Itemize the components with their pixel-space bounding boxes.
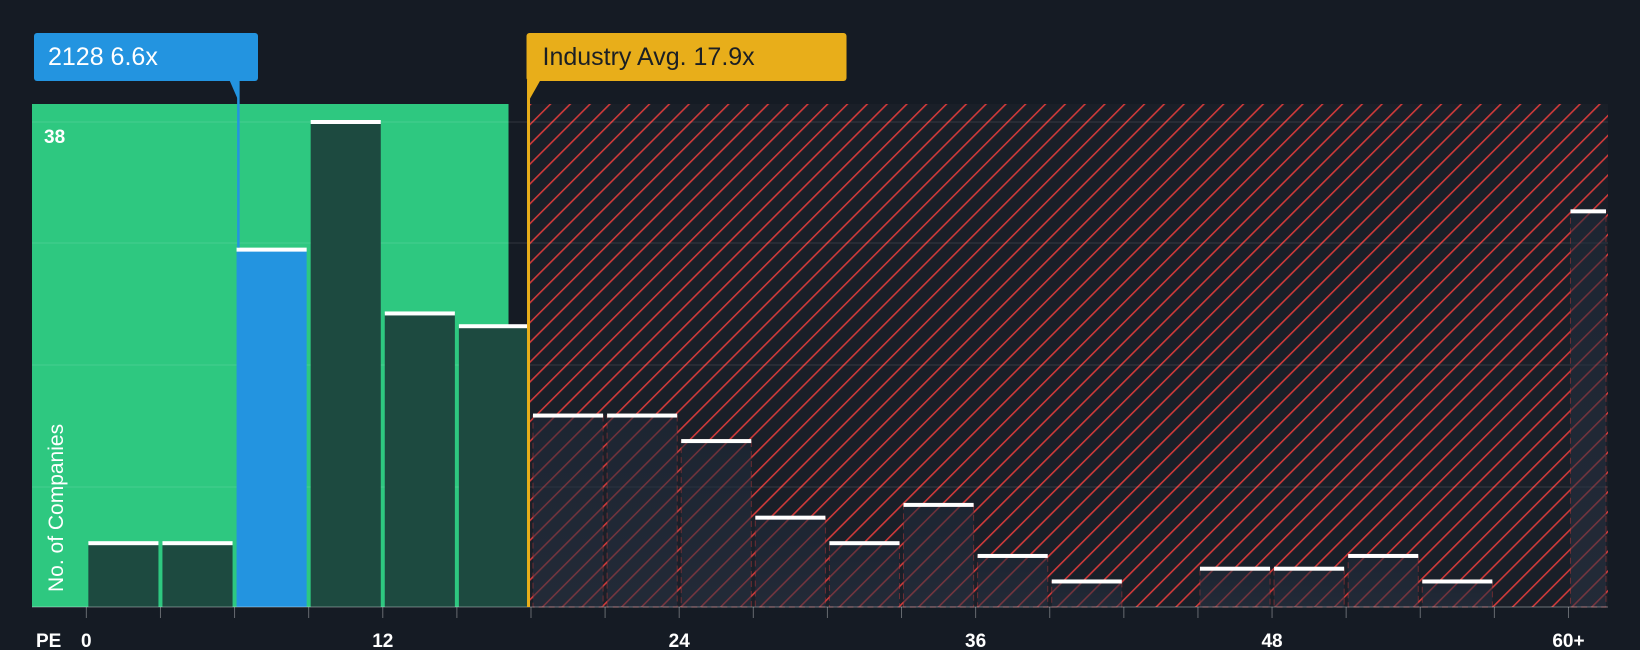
x-tick-label: 48 xyxy=(1261,631,1282,650)
bar-cap xyxy=(532,413,604,418)
bar-cap xyxy=(384,311,455,316)
company-callout-label: 2128 6.6x xyxy=(48,43,158,71)
bar-cap xyxy=(829,541,900,546)
bar xyxy=(1347,555,1419,608)
bar-cap xyxy=(1199,566,1271,571)
x-axis-label: PE xyxy=(36,631,61,650)
bar-cap xyxy=(1348,553,1419,558)
bar xyxy=(903,504,975,608)
bar-cap xyxy=(236,247,307,252)
x-tick-label: 0 xyxy=(81,631,92,650)
bar xyxy=(1569,210,1607,608)
bar-cap xyxy=(977,553,1048,558)
bar-cap xyxy=(903,502,974,507)
x-tick-label: 36 xyxy=(965,631,986,650)
bar xyxy=(384,313,455,607)
bar-cap xyxy=(1051,579,1122,584)
bar xyxy=(532,415,604,608)
bar-cap xyxy=(1274,566,1345,571)
bars xyxy=(88,120,1607,608)
x-tick-label: 12 xyxy=(372,631,393,650)
bar-cap xyxy=(1422,579,1493,584)
bar-cap xyxy=(607,413,678,418)
industry-callout-label: Industry Avg. 17.9x xyxy=(543,43,756,71)
bar xyxy=(977,555,1049,608)
industry-callout-pointer xyxy=(527,80,541,103)
company-callout-pointer xyxy=(229,80,240,103)
bar xyxy=(606,415,678,608)
x-tick-label: 60+ xyxy=(1552,631,1584,650)
bar xyxy=(88,543,159,607)
bar-cap xyxy=(1570,209,1606,214)
bar-cap xyxy=(88,541,159,546)
bar xyxy=(828,542,901,608)
bar xyxy=(310,122,381,607)
bar-cap xyxy=(458,324,529,329)
company-callout-box xyxy=(34,33,258,81)
bar-cap xyxy=(755,515,826,520)
y-max-label: 38 xyxy=(44,127,65,148)
x-tick-label: 24 xyxy=(669,631,691,650)
bar-cap xyxy=(310,120,381,124)
company-marker: 2128 6.6x xyxy=(34,33,258,248)
y-axis-label: No. of Companies xyxy=(45,424,68,592)
bar xyxy=(1199,568,1271,608)
bar xyxy=(162,543,233,607)
bar-cap xyxy=(162,541,233,546)
bar xyxy=(1051,580,1123,608)
bar xyxy=(1273,568,1345,608)
bar xyxy=(680,440,752,608)
bar-cap xyxy=(681,439,752,444)
x-axis: 0 12 24 36 48 60+ xyxy=(32,606,1608,650)
highlight-bar xyxy=(236,249,307,607)
bar xyxy=(1421,580,1493,608)
industry-callout-box xyxy=(526,33,847,81)
bar xyxy=(458,326,529,607)
bar xyxy=(754,517,826,608)
industry-marker: Industry Avg. 17.9x xyxy=(526,33,847,607)
